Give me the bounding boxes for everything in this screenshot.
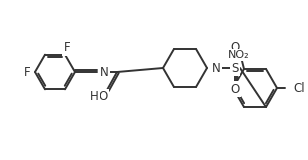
Text: S: S — [231, 61, 239, 75]
Text: O: O — [230, 83, 240, 96]
Text: O: O — [230, 40, 240, 53]
Text: F: F — [24, 65, 30, 79]
Text: N: N — [212, 61, 221, 75]
Text: O: O — [98, 91, 107, 104]
Text: F: F — [64, 41, 70, 54]
Text: H: H — [90, 91, 98, 104]
Text: Cl: Cl — [293, 81, 305, 95]
Text: N: N — [100, 65, 109, 79]
Text: NO₂: NO₂ — [228, 50, 250, 60]
